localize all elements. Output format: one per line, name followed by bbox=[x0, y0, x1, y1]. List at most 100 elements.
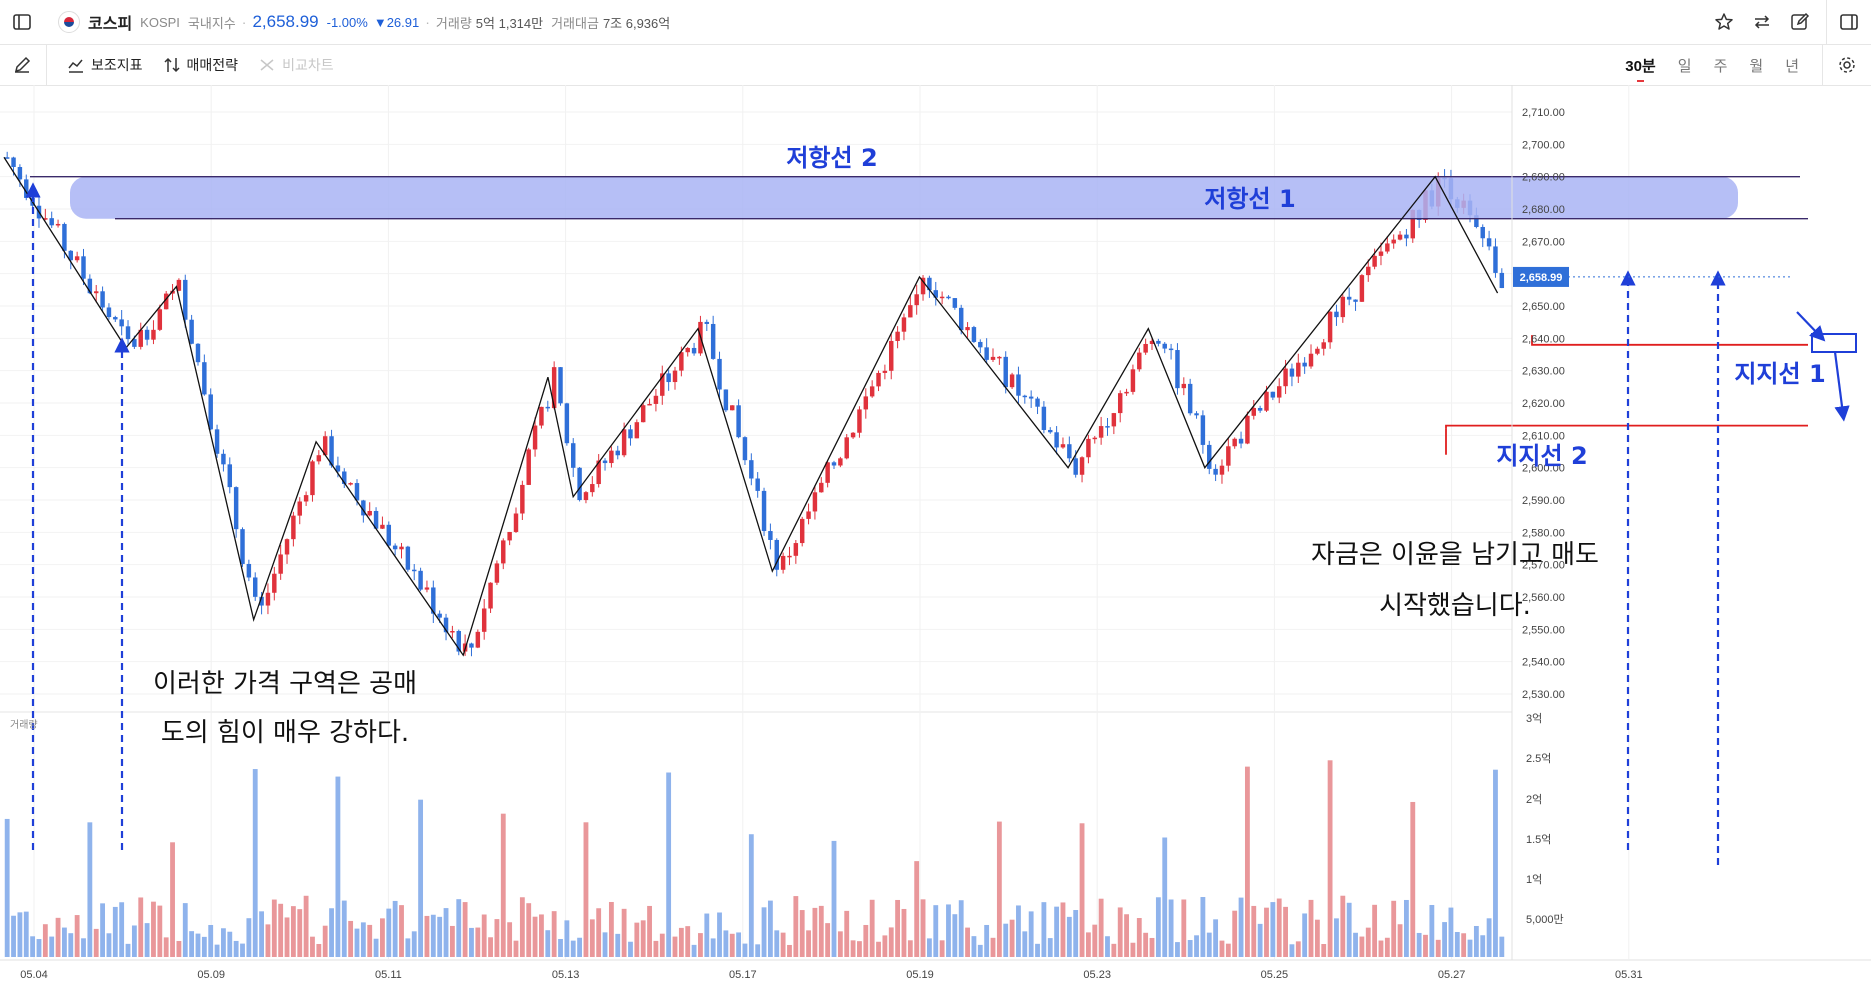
price-tick-label: 2,650.00 bbox=[1522, 301, 1565, 313]
candle-body bbox=[1213, 468, 1218, 475]
strategy-button[interactable]: 매매전략 bbox=[163, 55, 238, 75]
candle-body bbox=[214, 429, 220, 454]
candle-body bbox=[997, 356, 1002, 359]
volume-bar bbox=[1200, 897, 1206, 957]
candle-body bbox=[717, 358, 722, 390]
volume-bar bbox=[1238, 897, 1244, 957]
candle-body bbox=[399, 546, 404, 550]
candle-body bbox=[965, 327, 970, 331]
candle-body bbox=[144, 329, 150, 340]
pencil-icon[interactable] bbox=[10, 53, 34, 77]
candle-body bbox=[418, 570, 423, 590]
volume-bar bbox=[1454, 931, 1460, 957]
swap-icon[interactable] bbox=[1750, 10, 1774, 34]
volume-bar bbox=[1124, 914, 1129, 957]
volume-bar bbox=[780, 932, 786, 957]
timeframe-year[interactable]: 년 bbox=[1785, 57, 1799, 75]
volume-tick-label: 1억 bbox=[1526, 873, 1542, 886]
timeframe-30m[interactable]: 30분 bbox=[1625, 55, 1656, 82]
candle-body bbox=[1499, 272, 1505, 289]
resistance-2-label: 저항선 2 bbox=[786, 144, 877, 172]
candle-body bbox=[1175, 350, 1180, 389]
candle-body bbox=[672, 370, 678, 383]
sidebar-toggle-icon[interactable] bbox=[10, 10, 34, 34]
volume-bar bbox=[1264, 907, 1269, 957]
candle-body bbox=[889, 340, 894, 371]
volume-bar bbox=[939, 940, 945, 957]
volume-bar bbox=[640, 920, 646, 957]
candle-body bbox=[1149, 340, 1155, 344]
candle-body bbox=[1041, 406, 1047, 430]
candle-body bbox=[1073, 458, 1078, 475]
amount-label: 거래대금 bbox=[551, 15, 599, 31]
volume-bar bbox=[812, 907, 818, 957]
candle-body bbox=[1226, 446, 1231, 466]
candle-body bbox=[844, 437, 849, 459]
candle-body bbox=[1257, 407, 1263, 411]
candle-body bbox=[1079, 457, 1085, 475]
candle-body bbox=[367, 510, 372, 516]
candle-body bbox=[971, 327, 977, 342]
volume-bar bbox=[583, 822, 589, 957]
support-1-label: 지지선 1 bbox=[1734, 360, 1825, 388]
price-tick-label: 2,640.00 bbox=[1522, 333, 1565, 345]
star-icon[interactable] bbox=[1712, 10, 1736, 34]
candle-body bbox=[876, 372, 881, 387]
timeframe-week[interactable]: 주 bbox=[1713, 57, 1728, 75]
candle-body bbox=[291, 515, 296, 540]
indicator-button[interactable]: 보조지표 bbox=[67, 55, 143, 75]
volume-bar bbox=[151, 901, 156, 957]
price-tick-label: 2,690.00 bbox=[1522, 172, 1565, 184]
edit-icon[interactable] bbox=[1788, 10, 1812, 34]
volume-bar bbox=[42, 924, 48, 957]
candle-body bbox=[93, 291, 99, 294]
candle-body bbox=[469, 643, 474, 648]
volume-bar bbox=[233, 940, 239, 957]
timeframe-day[interactable]: 일 bbox=[1677, 57, 1692, 75]
candle-body bbox=[373, 510, 379, 529]
volume-bar bbox=[1041, 902, 1047, 957]
volume-bar bbox=[1225, 943, 1231, 957]
time-tick-label: 05.19 bbox=[906, 969, 934, 981]
volume-bar bbox=[1149, 937, 1155, 957]
candle-body bbox=[958, 307, 964, 331]
candle-body bbox=[163, 293, 169, 310]
candle-body bbox=[202, 362, 207, 395]
volume-value: 5억 1,314만 bbox=[475, 15, 544, 31]
volume-bar bbox=[284, 917, 290, 957]
volume-bar bbox=[659, 933, 665, 957]
candle-body bbox=[329, 436, 334, 466]
volume-bar bbox=[112, 906, 118, 957]
candle-body bbox=[666, 373, 671, 383]
compare-button[interactable]: 비교차트 bbox=[258, 55, 334, 75]
volume-bar bbox=[119, 902, 125, 957]
current-price: 2,658.99 bbox=[252, 12, 319, 31]
volume-bar bbox=[532, 916, 538, 957]
volume-bar bbox=[608, 901, 614, 957]
volume-bar bbox=[329, 908, 334, 957]
volume-bar bbox=[49, 936, 55, 957]
timeframe-month[interactable]: 월 bbox=[1749, 57, 1764, 75]
candle-body bbox=[863, 396, 869, 410]
indicator-icon bbox=[68, 59, 83, 73]
volume-bar bbox=[685, 926, 691, 957]
candle-body bbox=[450, 630, 455, 633]
candle-body bbox=[361, 500, 366, 516]
price-chart[interactable]: 2,710.00 2,700.00 2,690.00 2,680.00 2,670.00… bbox=[0, 85, 1871, 985]
candle-body bbox=[1219, 465, 1225, 475]
solid-arrow bbox=[1796, 311, 1826, 342]
volume-bar bbox=[1359, 936, 1365, 957]
candle-body bbox=[1181, 383, 1187, 389]
volume-bar bbox=[1404, 899, 1409, 957]
volume-bar bbox=[710, 938, 716, 957]
panel-toggle-icon[interactable] bbox=[1837, 10, 1861, 34]
candle-body bbox=[1245, 415, 1250, 444]
volume-bar bbox=[201, 936, 207, 957]
candle-body bbox=[106, 307, 112, 318]
candle-body bbox=[812, 492, 818, 512]
volume-bar bbox=[1136, 918, 1142, 957]
price-tick-label: 2,600.00 bbox=[1522, 463, 1565, 475]
settings-icon[interactable] bbox=[1835, 53, 1859, 77]
volume-bar bbox=[888, 927, 894, 957]
volume-bar bbox=[837, 931, 843, 957]
